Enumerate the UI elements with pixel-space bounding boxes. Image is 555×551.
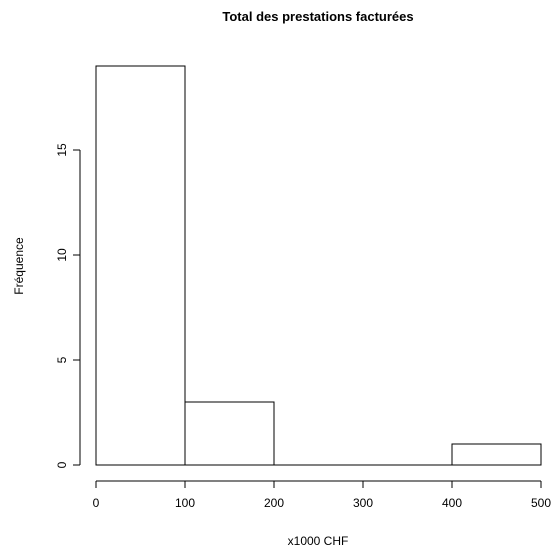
histogram-bar-4 xyxy=(451,443,542,466)
y-tick-label-3: 15 xyxy=(55,143,69,157)
x-tick-label-2: 200 xyxy=(264,496,284,510)
histogram-bar-1 xyxy=(184,401,275,466)
chart-title: Total des prestations facturées xyxy=(222,9,413,24)
y-axis: 0 5 10 15 xyxy=(55,143,81,468)
x-tick-label-0: 0 xyxy=(93,496,100,510)
y-tick-label-0: 0 xyxy=(55,461,69,468)
y-axis-label: Fréquence xyxy=(12,237,26,295)
x-axis-label: x1000 CHF xyxy=(288,534,349,548)
y-tick-label-1: 5 xyxy=(55,356,69,363)
x-tick-label-3: 300 xyxy=(353,496,373,510)
y-tick-label-2: 10 xyxy=(55,248,69,262)
x-tick-label-1: 100 xyxy=(175,496,195,510)
histogram-bar-0 xyxy=(95,65,186,466)
x-axis: 0 100 200 300 400 500 xyxy=(93,480,551,510)
bars-group xyxy=(95,65,542,466)
x-tick-label-4: 400 xyxy=(442,496,462,510)
x-tick-label-5: 500 xyxy=(531,496,551,510)
